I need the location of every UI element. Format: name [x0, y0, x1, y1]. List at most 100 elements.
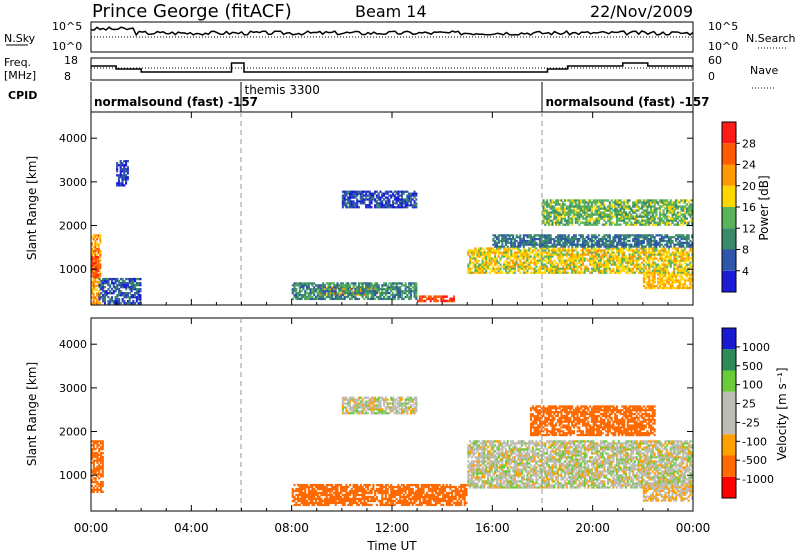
data-cell: [655, 215, 658, 218]
data-cell: [494, 261, 497, 264]
data-cell: [490, 269, 493, 272]
data-cell: [349, 489, 352, 493]
data-cell: [621, 259, 624, 262]
data-cell: [435, 295, 438, 298]
data-cell: [331, 495, 334, 499]
data-cell: [368, 200, 371, 203]
data-cell: [302, 286, 305, 289]
data-cell: [94, 298, 97, 301]
data-cell: [689, 275, 692, 278]
data-cell: [658, 251, 662, 254]
data-cell: [544, 238, 547, 241]
data-cell: [669, 217, 672, 220]
data-cell: [112, 302, 115, 305]
data-cell: [341, 293, 344, 297]
data-cell: [644, 271, 647, 274]
data-cell: [135, 290, 138, 293]
data-cell: [92, 296, 95, 299]
data-cell: [322, 491, 325, 495]
data-cell: [648, 286, 651, 290]
data-cell: [580, 267, 583, 270]
data-cell: [605, 261, 608, 264]
data-cell: [295, 290, 298, 293]
data-cell: [587, 259, 590, 262]
data-cell: [476, 267, 479, 270]
data-cell: [546, 265, 549, 268]
data-cell: [494, 263, 497, 266]
data-cell: [526, 255, 529, 258]
data-cell: [295, 288, 298, 291]
data-cell: [691, 217, 694, 220]
data-cell: [291, 284, 294, 287]
data-cell: [313, 495, 316, 499]
data-cell: [572, 236, 576, 239]
data-cell: [542, 219, 545, 222]
data-cell: [535, 253, 538, 256]
data-cell: [667, 247, 671, 250]
data-cell: [581, 209, 585, 212]
data-cell: [685, 286, 688, 290]
data-cell: [381, 202, 384, 205]
data-cell: [350, 499, 353, 503]
data-cell: [653, 201, 656, 204]
data-cell: [506, 249, 509, 252]
data-cell: [599, 265, 602, 268]
data-cell: [599, 199, 602, 202]
data-cell: [608, 213, 611, 216]
data-cell: [370, 295, 373, 299]
data-cell: [408, 198, 411, 201]
data-cell: [614, 215, 617, 218]
data-cell: [542, 205, 545, 208]
data-cell: [574, 217, 577, 220]
data-cell: [558, 236, 561, 239]
data-cell: [508, 269, 511, 272]
data-cell: [574, 209, 577, 212]
data-cell: [623, 213, 626, 216]
data-cell: [359, 497, 362, 501]
data-cell: [92, 300, 95, 303]
data-cell: [494, 243, 497, 246]
data-cell: [300, 497, 303, 501]
data-cell: [406, 196, 409, 199]
data-cell: [612, 241, 615, 244]
data-cell: [139, 298, 142, 301]
data-cell: [601, 207, 604, 210]
data-cell: [110, 288, 114, 291]
data-cell: [639, 201, 642, 204]
data-cell: [569, 213, 572, 216]
data-cell: [112, 281, 115, 285]
data-cell: [340, 497, 343, 501]
data-cell: [546, 213, 549, 216]
data-cell: [359, 200, 362, 203]
data-cell: [632, 255, 635, 258]
data-cell: [345, 489, 348, 493]
data-cell: [300, 282, 303, 285]
data-cell: [354, 202, 357, 205]
data-cell: [94, 258, 97, 261]
data-cell: [560, 267, 563, 270]
data-cell: [392, 194, 395, 197]
data-cell: [411, 497, 414, 501]
data-cell: [91, 256, 94, 259]
data-cell: [632, 249, 635, 252]
data-cell: [119, 168, 122, 171]
data-cell: [592, 221, 595, 224]
data-cell: [651, 253, 654, 256]
data-cell: [372, 194, 375, 197]
data-cell: [354, 485, 357, 489]
data-cell: [99, 446, 103, 449]
data-cell: [298, 485, 301, 489]
data-cell: [352, 493, 355, 497]
data-cell: [671, 279, 674, 282]
data-cell: [359, 493, 362, 497]
data-cell: [542, 245, 545, 248]
data-cell: [363, 190, 366, 193]
data-cell: [298, 284, 301, 287]
data-cell: [531, 236, 534, 239]
data-cell: [673, 201, 676, 204]
data-cell: [331, 297, 334, 301]
data-cell: [519, 267, 522, 270]
data-cell: [341, 501, 344, 505]
data-cell: [392, 206, 395, 209]
data-cell: [553, 213, 556, 216]
